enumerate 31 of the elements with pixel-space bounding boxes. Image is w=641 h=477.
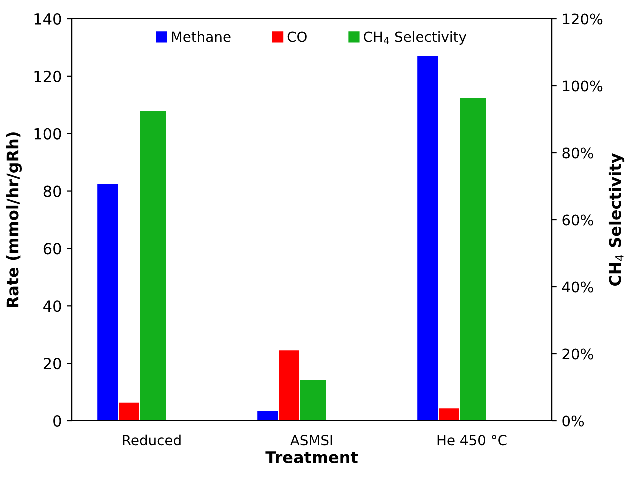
bar bbox=[119, 402, 140, 421]
y-tick-label: 120 bbox=[34, 70, 62, 82]
y2-tick-label: 0% bbox=[562, 416, 584, 427]
bar bbox=[439, 408, 460, 421]
y2-tick-label: 20% bbox=[562, 348, 594, 360]
y2-tick-label: 120% bbox=[563, 14, 603, 25]
y2-tick-label: 80% bbox=[562, 148, 594, 159]
y2-tick-label: 60% bbox=[562, 214, 594, 226]
bar bbox=[258, 410, 278, 421]
x-tick-label: Reduced bbox=[123, 434, 181, 446]
bar bbox=[98, 184, 118, 421]
y-tick-label: 80 bbox=[44, 186, 62, 198]
y-tick-label: 0 bbox=[54, 415, 62, 428]
legend-label: CO bbox=[288, 32, 307, 42]
y2-tick-label: 100% bbox=[563, 80, 603, 92]
bar bbox=[418, 56, 438, 421]
x-tick-label: ASMSI bbox=[290, 435, 332, 446]
legend-label: Methane bbox=[172, 32, 231, 42]
x-tick-label: He 450 °C bbox=[438, 435, 507, 446]
y-tick-label: 140 bbox=[34, 13, 62, 26]
y-tick-label: 60 bbox=[44, 243, 62, 255]
y-axis-title: Rate (mmol/hr/gRh) bbox=[6, 132, 22, 308]
y-tick-label: 20 bbox=[44, 358, 62, 370]
y2-tick-label: 40% bbox=[562, 282, 594, 293]
y-tick-label: 100 bbox=[34, 128, 62, 140]
y2-axis-title: CH$_{4}$ Selectivity bbox=[608, 154, 625, 286]
legend-label: CH$_{4}$ Selectivity bbox=[364, 32, 467, 45]
x-axis-title: Treatment bbox=[266, 452, 358, 464]
bar bbox=[140, 111, 166, 421]
bar bbox=[460, 98, 486, 421]
y-tick-label: 40 bbox=[44, 300, 62, 312]
